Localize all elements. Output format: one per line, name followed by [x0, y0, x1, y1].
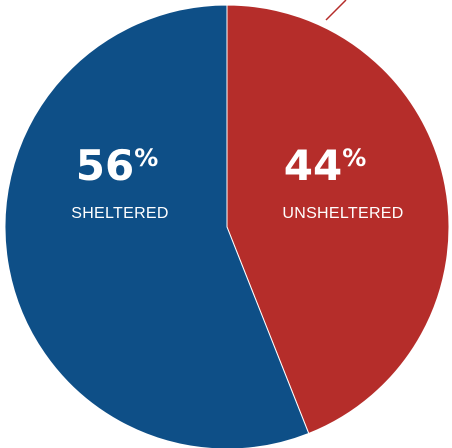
pie-slice-unsheltered — [226, 4, 450, 435]
unsheltered-value: 44% — [284, 141, 367, 190]
pie-slice-sheltered — [4, 4, 310, 448]
pie-slices — [4, 4, 450, 448]
unsheltered-label: UNSHELTERED — [282, 205, 403, 222]
leader-line — [325, 0, 347, 21]
sheltered-label: SHELTERED — [71, 205, 169, 222]
sheltered-value: 56% — [76, 141, 159, 190]
